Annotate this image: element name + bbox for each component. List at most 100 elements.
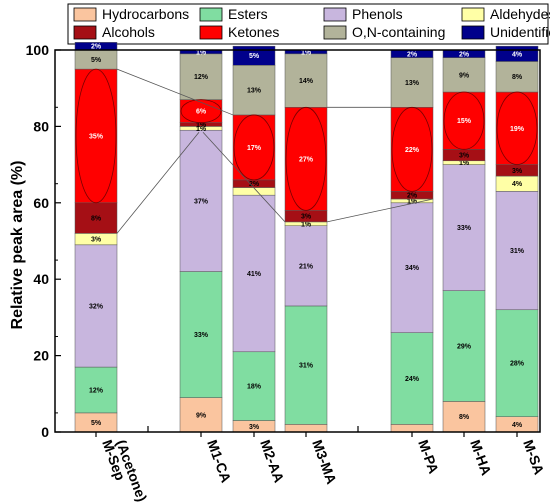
bar-data-label: 15%	[457, 118, 472, 125]
bar-data-label: 13%	[247, 88, 262, 95]
bar-data-label: 4%	[512, 181, 523, 188]
ketone-oval	[180, 99, 222, 123]
bar-data-label: 24%	[405, 376, 420, 383]
bar-data-label: 29%	[457, 344, 472, 351]
legend: Hydrocarbons Esters Phenols Aldehydes Alcoho…	[67, 3, 550, 45]
bar-segment	[232, 187, 276, 196]
bar-segment	[442, 401, 486, 433]
bar-segment	[390, 424, 434, 433]
bar-data-label: 31%	[299, 363, 314, 370]
bar-segment	[179, 129, 223, 272]
legend-swatch-alcohols	[73, 25, 97, 40]
ketone-oval	[233, 114, 275, 181]
bar-data-label: 18%	[247, 384, 262, 391]
bars: 5%12%32%3%8%35%5%2%9%33%37%1%1%6%12%1%3%…	[74, 42, 539, 433]
bar-data-label: 14%	[299, 78, 314, 85]
bar-segment	[442, 164, 486, 291]
ketone-oval	[391, 106, 433, 192]
bar-segment	[179, 271, 223, 398]
x-tick-label: M-PA	[415, 438, 442, 476]
bar-data-label: 1%	[407, 198, 418, 205]
plot-frame	[54, 49, 541, 433]
bar-segment	[74, 202, 118, 234]
bar-data-label: 34%	[405, 265, 420, 272]
bar-data-label: 2%	[459, 51, 470, 58]
legend-label-esters: Esters	[228, 6, 268, 22]
connector-line	[326, 198, 434, 223]
bar-segment	[390, 332, 434, 425]
bar-data-label: 17%	[247, 145, 262, 152]
bar-segment	[284, 424, 328, 433]
legend-label-alcohols: Alcohols	[102, 24, 155, 40]
bar-segment	[442, 290, 486, 402]
bar-data-label: 19%	[510, 126, 525, 133]
bar-segment	[232, 114, 276, 181]
legend-label-phenols: Phenols	[352, 6, 403, 22]
x-tick-label: M-SA	[520, 438, 547, 477]
bar-segment	[232, 351, 276, 421]
ketone-oval	[285, 106, 327, 211]
bar-segment	[179, 397, 223, 433]
y-tick-label: 0	[41, 424, 49, 440]
bar-data-label: 1%	[196, 126, 207, 133]
bar-data-label: 12%	[89, 387, 104, 394]
bar-data-label: 3%	[459, 153, 470, 160]
connector-lines	[116, 68, 434, 234]
bar-segment	[232, 65, 276, 116]
bar-data-label: 22%	[405, 147, 420, 154]
bar-segment	[284, 53, 328, 108]
bar-segment	[179, 53, 223, 100]
connector-line	[202, 131, 286, 223]
bar-data-label: 4%	[512, 422, 523, 429]
bar-data-label: 12%	[194, 74, 209, 81]
legend-label-ketones: Ketones	[228, 24, 279, 40]
bar-segment	[390, 57, 434, 108]
bar-data-label: 1%	[459, 160, 470, 167]
legend-label-aldehydes: Aldehydes	[490, 6, 550, 22]
y-tick-label: 80	[33, 118, 49, 134]
bar-data-label: 33%	[457, 225, 472, 232]
legend-label-o-n-containing: O,N-containing	[352, 24, 445, 40]
bar-segment	[495, 91, 539, 165]
bar-segment	[284, 107, 328, 211]
ketone-ovals	[75, 68, 538, 211]
bar-segment	[284, 305, 328, 425]
y-axis-title: Relative peak area (%)	[9, 161, 26, 330]
legend-swatch-ketones	[199, 25, 223, 40]
bar-data-label: 2%	[249, 181, 260, 188]
x-tick-label: M3-MA	[309, 438, 340, 487]
bar-segment	[390, 107, 434, 192]
legend-swatch-esters	[199, 7, 223, 22]
bar-data-label: 9%	[196, 412, 207, 419]
bar-data-label: 21%	[299, 263, 314, 270]
connector-line	[116, 131, 200, 234]
legend-swatch-unidentified	[461, 25, 485, 40]
legend-label-hydrocarbons: Hydrocarbons	[102, 6, 189, 22]
bar-data-label: 8%	[459, 414, 470, 421]
bar-data-label: 5%	[91, 420, 102, 427]
bar-data-label: 1%	[301, 221, 312, 228]
bar-data-label: 2%	[91, 44, 102, 51]
bar-data-label: 3%	[249, 424, 260, 431]
bar-data-label: 13%	[405, 80, 420, 87]
bar-data-label: 5%	[91, 57, 102, 64]
bar-segment	[442, 57, 486, 93]
bar-segment	[495, 309, 539, 417]
bar-data-label: 32%	[89, 303, 104, 310]
ketone-oval	[496, 91, 538, 165]
bar-segment	[74, 244, 118, 368]
bar-data-label: 4%	[512, 51, 523, 58]
x-tick-label: M2-AA	[257, 438, 287, 485]
bar-data-label: 1%	[196, 122, 207, 129]
legend-swatch-phenols	[323, 7, 347, 22]
legend-swatch-hydrocarbons	[73, 7, 97, 22]
bar-data-label: 28%	[510, 361, 525, 368]
bar-data-label: 37%	[194, 198, 209, 205]
bar-data-label: 3%	[512, 168, 523, 175]
connector-line	[116, 68, 234, 116]
legend-swatch-o-n-containing	[323, 25, 347, 40]
y-tick-label: 40	[33, 271, 49, 287]
y-tick-label: 20	[33, 348, 49, 364]
bar-data-label: 6%	[196, 109, 207, 116]
